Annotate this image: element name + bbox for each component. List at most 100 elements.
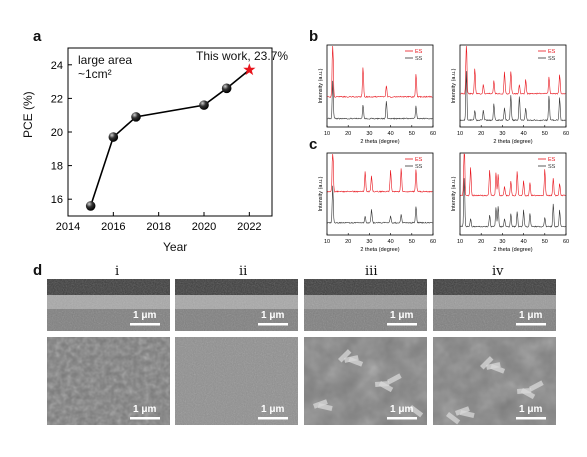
xrd-charts: 10 20 30 40 50 60 2 theta (degree) Intensity (a… — [318, 44, 569, 253]
ss-series-line — [327, 185, 433, 224]
scale-bar-label: 1 μm — [519, 404, 543, 415]
x-axis-label: Year — [163, 240, 188, 254]
series-line — [89, 69, 250, 207]
xrd-x-tick-label: 30 — [366, 239, 372, 245]
sem-texture — [47, 337, 170, 425]
column-i: i — [115, 264, 120, 279]
xrd-frame — [326, 44, 434, 128]
xrd-x-tick-label: 40 — [388, 239, 394, 245]
scale-bar-label: 1 μm — [390, 310, 414, 321]
legend-label: SS — [548, 56, 556, 62]
sem-grain-edge — [338, 349, 352, 363]
es-series-line — [327, 45, 433, 99]
sem-grain-edge — [490, 364, 506, 374]
es-series-line — [327, 153, 433, 193]
sem-texture — [175, 279, 298, 331]
xrd-x-tick-label: 50 — [409, 239, 415, 245]
scale-bar-label: 1 μm — [261, 404, 285, 415]
sem-grain-edge — [348, 357, 364, 367]
legend-label: ES — [548, 157, 556, 163]
y-tick-label: 20 — [51, 127, 63, 139]
xrd-y-label: Intensity (a.u.) — [318, 68, 324, 103]
es-series-line — [460, 45, 566, 95]
xrd-y-label: Intensity (a.u.) — [451, 176, 457, 211]
scale-bar — [516, 323, 546, 326]
xrd-x-tick-label: 40 — [388, 131, 394, 137]
y-tick-label: 18 — [51, 161, 63, 173]
x-tick-label: 2014 — [56, 221, 80, 233]
x-tick-label: 2020 — [192, 221, 216, 233]
xrd-x-tick-label: 30 — [499, 239, 505, 245]
xrd-x-tick-label: 10 — [457, 131, 463, 137]
xrd-x-tick-label: 40 — [521, 239, 527, 245]
x-tick-label: 2018 — [146, 221, 170, 233]
xrd-x-tick-label: 20 — [478, 239, 484, 245]
note-large-area: large area — [78, 53, 133, 67]
legend-label: SS — [415, 56, 423, 62]
data-point — [85, 201, 96, 211]
xrd-frame — [459, 152, 567, 236]
x-tick-label: 2016 — [101, 221, 125, 233]
sem-grain-edge — [386, 373, 402, 385]
scale-bar — [130, 323, 160, 326]
column-ii: ii — [239, 264, 248, 279]
panel-label-b: b — [309, 28, 319, 45]
data-point — [221, 83, 232, 94]
xrd-y-label: Intensity (a.u.) — [318, 176, 324, 211]
xrd-x-tick-label: 60 — [430, 131, 436, 137]
sem-grain-edge — [459, 410, 475, 419]
data-point — [108, 132, 119, 142]
scale-bar — [130, 417, 160, 420]
scale-bar-label: 1 μm — [390, 404, 414, 415]
sem-grain-edge — [408, 405, 424, 418]
xrd-x-tick-label: 60 — [430, 239, 436, 245]
sem-grain-edge — [529, 380, 544, 392]
xrd-x-tick-label: 10 — [324, 239, 330, 245]
legend-label: SS — [548, 164, 556, 170]
column-iii: iii — [365, 264, 378, 279]
xrd-y-label: Intensity (a.u.) — [451, 68, 457, 103]
scale-bar-label: 1 μm — [261, 310, 285, 321]
xrd-x-tick-label: 60 — [563, 239, 569, 245]
this-work-label: This work, 23.7% — [196, 49, 289, 63]
xrd-x-tick-label: 50 — [542, 131, 548, 137]
this-work-star — [243, 63, 256, 76]
sem-grain-edge — [480, 356, 494, 370]
scale-bar — [387, 417, 417, 420]
xrd-x-tick-label: 20 — [478, 131, 484, 137]
sem-texture — [304, 337, 427, 425]
xrd-frame — [459, 44, 567, 128]
column-iv: iv — [492, 264, 504, 279]
ss-series-line — [460, 178, 566, 228]
legend-label: ES — [548, 49, 556, 55]
scale-bar — [258, 323, 288, 326]
scale-bar — [258, 417, 288, 420]
y-tick-label: 16 — [51, 194, 63, 206]
legend-label: SS — [415, 164, 423, 170]
scale-bar — [387, 323, 417, 326]
scale-bar — [516, 417, 546, 420]
xrd-x-label: 2 theta (degree) — [493, 139, 532, 145]
scale-bar-label: 1 μm — [133, 404, 157, 415]
xrd-frame — [326, 152, 434, 236]
x-tick-label: 2022 — [237, 221, 261, 233]
sem-texture — [433, 279, 556, 331]
legend-label: ES — [415, 49, 423, 55]
sem-grain-edge — [317, 403, 333, 412]
es-series-line — [460, 153, 566, 197]
y-tick-label: 24 — [51, 60, 63, 72]
xrd-x-tick-label: 10 — [324, 131, 330, 137]
ss-series-line — [327, 80, 433, 120]
sem-texture — [47, 279, 170, 331]
sem-texture — [175, 337, 298, 425]
xrd-x-tick-label: 40 — [521, 131, 527, 137]
sem-grain-edge — [520, 388, 536, 400]
xrd-x-tick-label: 10 — [457, 239, 463, 245]
scale-bar-label: 1 μm — [133, 310, 157, 321]
xrd-x-tick-label: 20 — [345, 131, 351, 137]
panel-label-d: d — [33, 262, 43, 279]
xrd-x-label: 2 theta (degree) — [360, 139, 399, 145]
note-area-size: ~1cm² — [78, 67, 112, 81]
